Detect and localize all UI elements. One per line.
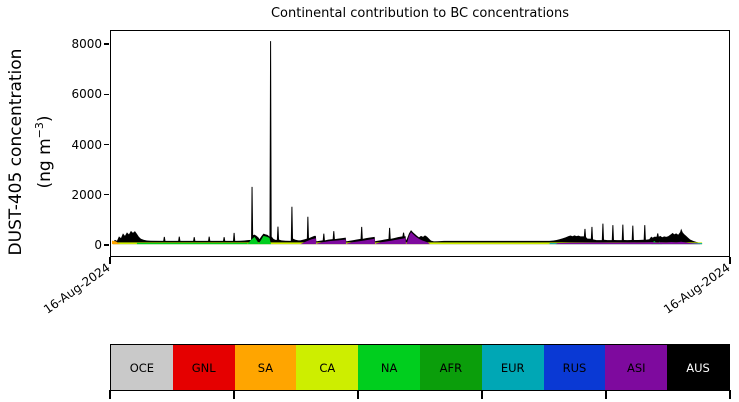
legend-label-oce: OCE (129, 360, 155, 375)
chart-title: Continental contribution to BC concentra… (270, 6, 570, 21)
y-axis-label-line2: (ng m−3) (33, 115, 55, 189)
legend-label-rus: RUS (562, 360, 587, 375)
series-fill-asi (300, 232, 430, 245)
y-tick-label-4000: 4000 (71, 137, 102, 152)
legend-cell-sa: SA (234, 345, 297, 390)
y-tick-label-6000: 6000 (71, 87, 102, 102)
legend-cell-eur: EUR (481, 345, 544, 390)
legend-label-eur: EUR (500, 360, 525, 375)
legend-label-sa: SA (257, 360, 274, 375)
y-tick-mark-8000 (104, 43, 109, 45)
legend-colorbar: OCE GNL SA CA NA AFR EUR RUS ASI AUS (110, 344, 730, 391)
y-tick-mark-6000 (104, 93, 109, 95)
legend-label-asi: ASI (626, 360, 646, 375)
legend-tick-2 (357, 390, 359, 399)
series-fill-sa (111, 240, 120, 245)
legend-cell-ca: CA (296, 345, 359, 390)
legend-cell-rus: RUS (543, 345, 606, 390)
y-axis-label-exponent: −3 (33, 122, 47, 139)
legend-label-na: NA (380, 360, 398, 375)
plot-area (110, 30, 730, 257)
series-total-black-area (112, 41, 703, 245)
legend-tick-4 (605, 390, 607, 399)
legend-cell-na: NA (358, 345, 420, 390)
y-tick-label-0: 0 (94, 238, 102, 252)
y-axis-label-line1: DUST-405 concentration (6, 48, 27, 256)
y-tick-mark-4000 (104, 143, 109, 146)
legend-label-ca: CA (319, 360, 336, 375)
legend-tick-0 (109, 390, 111, 399)
y-axis-label: DUST-405 concentration (ng m−3) (5, 49, 57, 256)
legend-cell-asi: ASI (605, 345, 668, 390)
legend-tick-3 (481, 390, 483, 399)
y-tick-mark-2000 (104, 194, 109, 196)
x-tick-mark-left (109, 257, 111, 264)
series-fill-na (136, 242, 248, 245)
legend-cell-aus: AUS (667, 345, 729, 390)
legend-label-aus: AUS (686, 360, 710, 375)
y-tick-label-2000: 2000 (71, 187, 102, 202)
series-fill-asi (555, 241, 701, 245)
legend-label-gnl: GNL (191, 360, 216, 375)
series-fill-na (247, 235, 271, 245)
chart-canvas (111, 41, 703, 245)
legend-cell-afr: AFR (419, 345, 482, 390)
legend-tick-1 (233, 390, 235, 399)
legend-cell-oce: OCE (111, 345, 173, 390)
legend-tick-5 (729, 390, 731, 399)
y-tick-label-8000: 8000 (71, 37, 102, 51)
y-tick-mark-0 (104, 244, 109, 246)
x-tick-label-left: 16-Aug-2024 (41, 260, 113, 317)
legend-label-afr: AFR (439, 360, 463, 375)
x-tick-mark-right (729, 257, 731, 264)
legend-cell-gnl: GNL (172, 345, 235, 390)
x-tick-label-right: 16-Aug-2024 (661, 260, 733, 317)
